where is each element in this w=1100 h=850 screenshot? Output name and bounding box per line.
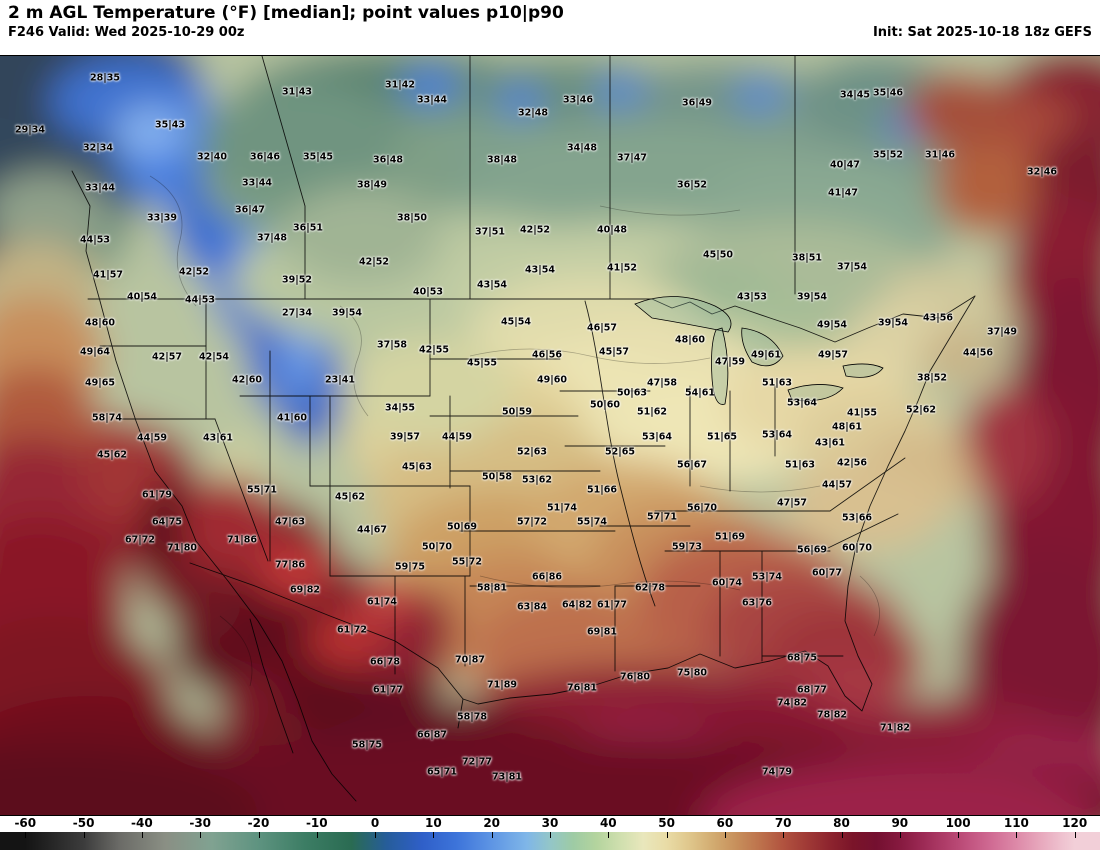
colorbar-tick-label: 110 <box>1003 816 1029 830</box>
colorbar-tick-mark <box>141 832 143 838</box>
geography-borders <box>71 56 976 802</box>
colorbar-tick-mark <box>83 832 85 838</box>
page-title: 2 m AGL Temperature (°F) [median]; point… <box>8 3 564 23</box>
colorbar-tick-label: -40 <box>131 816 153 830</box>
colorbar-tick-label: 60 <box>716 816 734 830</box>
colorbar-tick-label: -30 <box>189 816 212 830</box>
colorbar-tick-label: 50 <box>658 816 675 830</box>
colorbar-tick-mark <box>841 832 843 838</box>
contour-lines <box>149 175 880 687</box>
colorbar-tick-mark <box>375 832 377 838</box>
colorbar-tick-mark <box>433 832 435 838</box>
colorbar-tick-label: -50 <box>72 816 95 830</box>
watermark: pivotal weather <box>684 809 1086 815</box>
colorbar-tick-mark <box>1074 832 1076 838</box>
great-lakes <box>634 296 884 405</box>
colorbar-tick-label: 70 <box>774 816 792 830</box>
map: pivotal weather www.pivotalweather.com <box>0 55 1100 816</box>
header: 2 m AGL Temperature (°F) [median]; point… <box>0 0 1100 55</box>
colorbar-tick-mark <box>899 832 901 838</box>
colorbar-tick-mark <box>1016 832 1018 838</box>
colorbar-tick-mark <box>258 832 260 838</box>
colorbar-tick-label: 0 <box>370 816 380 830</box>
colorbar-tick-label: 30 <box>541 816 559 830</box>
colorbar-tick-label: 100 <box>945 816 971 830</box>
colorbar-tick-label: -60 <box>14 816 37 830</box>
colorbar-tick-mark <box>550 832 551 838</box>
watermark-text-right: tal weather <box>803 809 1086 815</box>
colorbar-tick-mark <box>25 832 27 838</box>
colorbar-tick-label: 120 <box>1062 816 1088 830</box>
colorbar-tick-mark <box>724 832 726 838</box>
colorbar-tick-mark <box>958 832 960 838</box>
colorbar-tick-label: 80 <box>833 816 850 830</box>
init-time: Init: Sat 2025-10-18 18z GEFS <box>872 25 1092 41</box>
valid-time: F246 Valid: Wed 2025-10-29 00z <box>8 25 245 41</box>
colorbar-tick-label: 10 <box>425 816 442 830</box>
colorbar-tick-mark <box>783 832 785 838</box>
colorbar-tick-label: -20 <box>247 816 270 830</box>
colorbar-tick-label: 20 <box>483 816 501 830</box>
watermark-text-left: piv <box>684 809 759 815</box>
colorbar-tick-mark <box>200 832 202 838</box>
temperature-shading <box>0 56 1100 815</box>
colorbar-tick-mark <box>608 832 610 838</box>
colorbar-tick-mark <box>491 832 493 838</box>
colorbar-tick-mark <box>666 832 668 838</box>
colorbar-labels: -60 -50 -40 -30 -20 -10 0 10 20 30 40 50 60 70 80 90 100… <box>0 816 1100 832</box>
colorbar <box>0 832 1100 850</box>
colorbar-tick-label: 90 <box>891 816 909 830</box>
colorbar-tick-label: -10 <box>305 816 328 830</box>
temperature-field <box>0 56 1100 815</box>
colorbar-tick-label: 40 <box>599 816 617 830</box>
colorbar-tick-mark <box>316 832 318 838</box>
